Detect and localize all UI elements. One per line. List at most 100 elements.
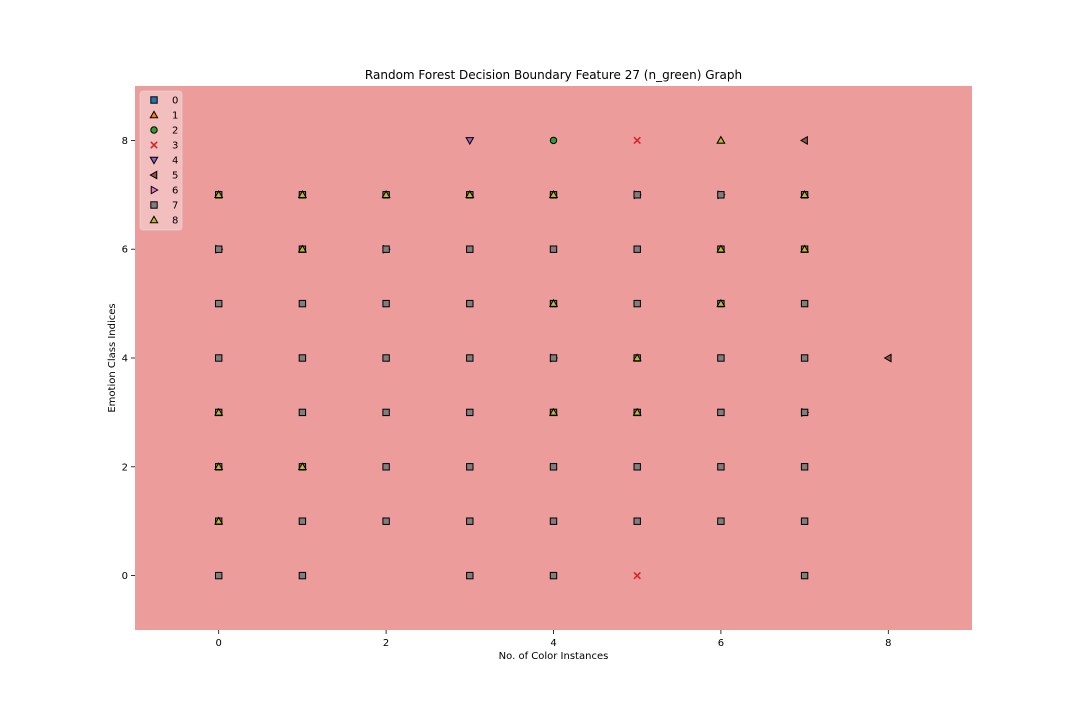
data-point bbox=[549, 136, 558, 145]
data-point bbox=[633, 463, 641, 471]
legend-marker bbox=[149, 170, 158, 180]
data-point bbox=[466, 571, 474, 580]
data-point bbox=[466, 463, 474, 471]
data-point bbox=[214, 407, 224, 416]
data-point bbox=[800, 299, 809, 308]
data-point bbox=[800, 354, 809, 362]
data-point bbox=[633, 299, 641, 308]
data-point bbox=[466, 408, 474, 417]
data-point bbox=[298, 517, 307, 525]
data-point bbox=[382, 299, 390, 308]
data-point bbox=[549, 354, 558, 362]
data-point bbox=[632, 353, 642, 362]
legend-label: 1 bbox=[172, 111, 178, 122]
data-point bbox=[382, 354, 390, 362]
chart-title: Random Forest Decision Boundary Feature … bbox=[365, 68, 742, 82]
data-point bbox=[633, 191, 641, 199]
data-point bbox=[717, 408, 725, 417]
y-axis-label: Emotion Class Indices bbox=[107, 303, 118, 412]
legend-frame bbox=[139, 90, 183, 231]
points-layer bbox=[214, 135, 892, 580]
data-point bbox=[381, 190, 391, 199]
data-point bbox=[382, 463, 390, 471]
legend-label: 0 bbox=[172, 96, 178, 107]
legend-label: 2 bbox=[172, 126, 178, 137]
legend-label: 8 bbox=[172, 216, 178, 227]
legend-label: 3 bbox=[172, 141, 178, 152]
data-point bbox=[800, 517, 809, 525]
data-point bbox=[548, 298, 559, 307]
legend: 0 1 2 3 4 5 6 7 8 bbox=[139, 90, 183, 231]
data-point bbox=[214, 190, 224, 199]
y-tick-label: 4 bbox=[122, 354, 128, 365]
data-point bbox=[883, 353, 892, 363]
data-point bbox=[633, 517, 641, 525]
legend-marker bbox=[149, 110, 159, 119]
data-point bbox=[297, 244, 307, 253]
data-point bbox=[549, 463, 558, 471]
data-point bbox=[466, 299, 474, 308]
data-point bbox=[548, 407, 559, 416]
data-point bbox=[297, 190, 307, 199]
x-tick-label: 0 bbox=[216, 638, 222, 649]
legend-marker bbox=[150, 141, 158, 149]
data-point bbox=[800, 463, 809, 471]
y-tick-label: 8 bbox=[122, 136, 128, 147]
data-point bbox=[465, 190, 475, 199]
legend-label: 4 bbox=[172, 156, 178, 167]
data-point bbox=[214, 516, 224, 525]
data-point bbox=[716, 135, 726, 144]
legend-marker bbox=[149, 215, 159, 224]
data-point bbox=[215, 245, 223, 253]
data-point bbox=[799, 135, 808, 145]
data-point bbox=[633, 136, 641, 145]
data-point bbox=[800, 244, 810, 253]
x-tick-label: 8 bbox=[885, 638, 891, 649]
axes-layer: 0 2 4 6 8 0 2 4 6 8 bbox=[122, 136, 892, 649]
data-point bbox=[716, 244, 726, 253]
legend-label: 5 bbox=[172, 171, 178, 182]
data-point bbox=[717, 463, 725, 471]
data-point bbox=[717, 517, 725, 525]
data-point bbox=[215, 299, 223, 308]
data-point bbox=[298, 408, 307, 417]
data-point bbox=[549, 517, 558, 525]
data-point bbox=[633, 245, 641, 253]
data-point bbox=[298, 354, 307, 362]
x-tick-label: 6 bbox=[718, 638, 724, 649]
legend-marker bbox=[149, 156, 159, 165]
data-point bbox=[633, 571, 641, 580]
legend-label: 6 bbox=[172, 186, 178, 197]
data-point bbox=[382, 517, 390, 525]
data-point bbox=[717, 191, 725, 199]
data-point bbox=[382, 408, 390, 417]
data-point bbox=[549, 571, 558, 580]
data-point bbox=[298, 571, 307, 580]
x-tick-label: 2 bbox=[383, 638, 389, 649]
y-tick-label: 2 bbox=[122, 462, 128, 473]
legend-label: 7 bbox=[172, 201, 178, 212]
legend-marker bbox=[150, 201, 158, 209]
data-point bbox=[298, 299, 307, 308]
data-point bbox=[716, 298, 726, 307]
data-point bbox=[215, 354, 223, 362]
y-tick-label: 6 bbox=[122, 245, 128, 256]
data-point bbox=[215, 571, 223, 580]
data-point bbox=[382, 245, 390, 253]
data-point bbox=[800, 408, 809, 417]
data-point bbox=[632, 407, 642, 416]
legend-marker bbox=[150, 126, 158, 134]
data-point bbox=[800, 190, 810, 199]
x-tick-label: 4 bbox=[550, 638, 556, 649]
legend-marker bbox=[150, 96, 158, 104]
data-point bbox=[466, 354, 474, 362]
legend-marker bbox=[150, 185, 159, 195]
data-point bbox=[800, 571, 809, 580]
data-point bbox=[465, 137, 475, 146]
y-tick-label: 0 bbox=[122, 571, 128, 582]
data-point bbox=[466, 245, 474, 253]
data-point bbox=[466, 517, 474, 525]
data-point bbox=[214, 462, 224, 471]
data-point bbox=[717, 354, 725, 362]
